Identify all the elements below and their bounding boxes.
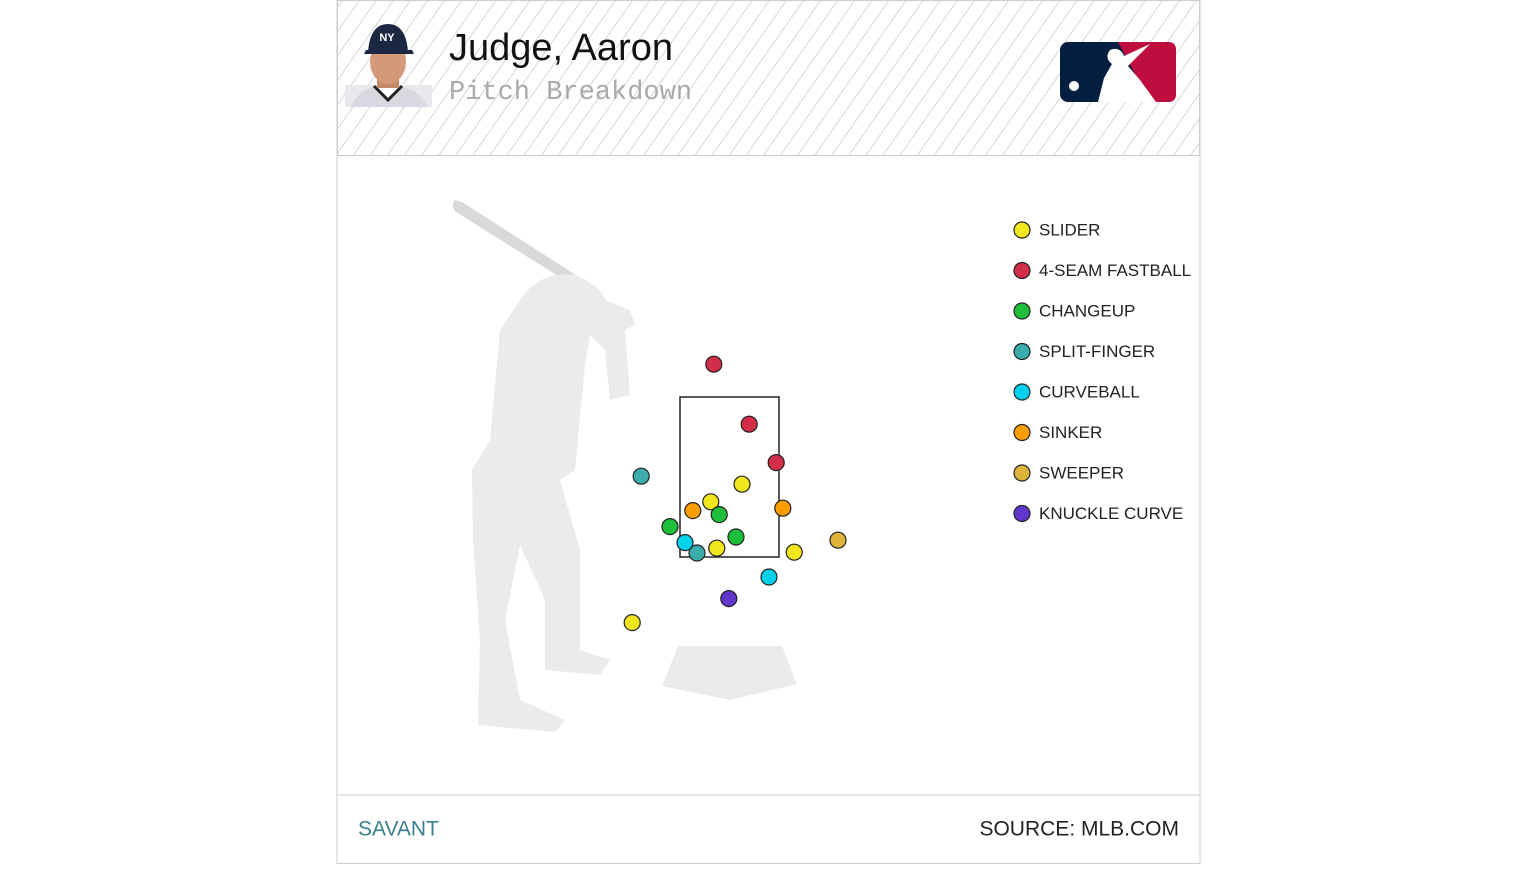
legend-label: CHANGEUP [1039,301,1135,320]
svg-text:NY: NY [379,32,395,44]
mlb-logo [1060,42,1176,102]
legend-label: SLIDER [1039,220,1100,239]
pitch-point [767,454,785,472]
pitch-point [705,355,723,373]
legend-label: SINKER [1039,423,1102,442]
pitch-point [688,544,706,562]
legend-label: SWEEPER [1039,463,1124,482]
legend-swatch [1013,504,1031,523]
pitch-point [774,499,792,517]
legend-label: SPLIT-FINGER [1039,342,1155,361]
legend-swatch [1013,302,1031,320]
batter-silhouette [452,200,797,732]
legend-label: KNUCKLE CURVE [1039,504,1183,523]
pitch-point [708,539,726,557]
pitch-point [702,493,720,511]
pitch-point [684,502,702,520]
legend-swatch [1013,342,1031,361]
legend-label: CURVEBALL [1039,382,1140,401]
pitch-point [785,543,803,561]
pitch-point [733,475,751,493]
chart-subtitle: Pitch Breakdown [449,78,692,108]
footer-source: SOURCE: MLB.COM [979,818,1179,841]
legend-swatch [1013,221,1031,239]
pitch-point [676,533,694,552]
chart-title: Judge, Aaron [449,27,673,69]
legend-swatch [1013,383,1031,401]
pitch-point [829,531,847,549]
pitch-point [740,415,758,433]
legend-swatch [1013,423,1031,442]
header [337,0,1200,156]
pitch-point [623,613,641,632]
legend-swatch [1013,261,1031,280]
pitch-point [720,589,738,608]
pitch-point [760,568,778,586]
strike-zone [679,396,780,558]
footer-savant: SAVANT [358,818,439,841]
pitch-point [661,517,679,536]
legend-label: 4-SEAM FASTBALL [1039,261,1191,280]
pitch-point [710,505,728,524]
pitch-point [632,467,650,485]
player-photo: NY [345,24,432,107]
pitch-point [727,528,745,546]
legend-swatch [1013,464,1031,482]
